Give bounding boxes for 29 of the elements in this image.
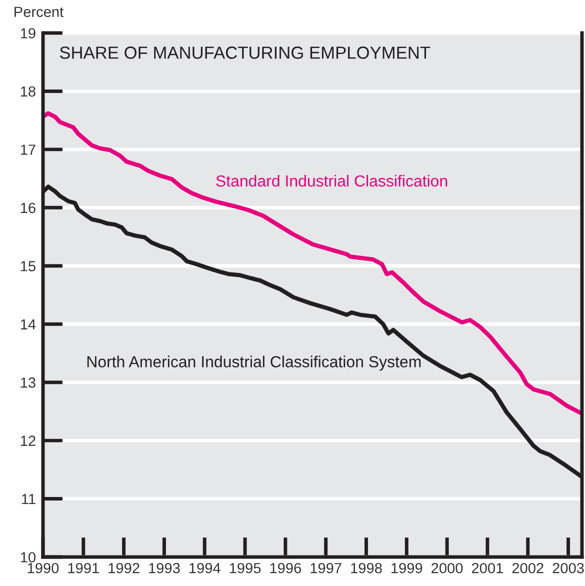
- text: SHARE OF MANUFACTURING EMPLOYMENT: [60, 46, 430, 59]
- y-tick-label: 12: [20, 436, 36, 446]
- y-tick-label: 15: [20, 261, 36, 272]
- series-label: North American Industrial Classification System: [87, 356, 421, 371]
- y-tick-label: 10: [20, 552, 36, 562]
- y-tick-label: 14: [20, 319, 36, 330]
- y-tick-label: 17: [20, 144, 36, 155]
- x-tick-label: 1994: [190, 562, 220, 574]
- x-tick-label: 1995: [230, 562, 261, 574]
- y-tick-label: 16: [20, 202, 36, 214]
- x-tick-label: 1999: [392, 562, 422, 574]
- x-tick-label: 1992: [108, 562, 140, 574]
- x-tick-label: 2003: [552, 562, 584, 574]
- x-tick-label: 1993: [149, 562, 180, 574]
- x-tick-label: 2001: [472, 562, 503, 574]
- line-series: [43, 111, 582, 415]
- x-tick-label: 1990: [28, 562, 59, 574]
- x-tick-label: 1998: [351, 562, 382, 574]
- y-tick-label: 18: [20, 86, 36, 97]
- series-label: Standard Industrial Classification: [216, 174, 448, 187]
- x-tick-label: 1991: [68, 562, 99, 574]
- x-tick-label: 1996: [270, 562, 302, 574]
- y-tick-label: 11: [22, 494, 36, 504]
- y-axis-title: Percent: [14, 6, 64, 18]
- y-tick-label: 13: [20, 377, 36, 388]
- x-tick-label: 1997: [310, 562, 342, 574]
- x-tick-label: 2000: [432, 562, 463, 574]
- y-tick-label: 19: [20, 28, 36, 38]
- x-tick-label: 2002: [512, 562, 544, 574]
